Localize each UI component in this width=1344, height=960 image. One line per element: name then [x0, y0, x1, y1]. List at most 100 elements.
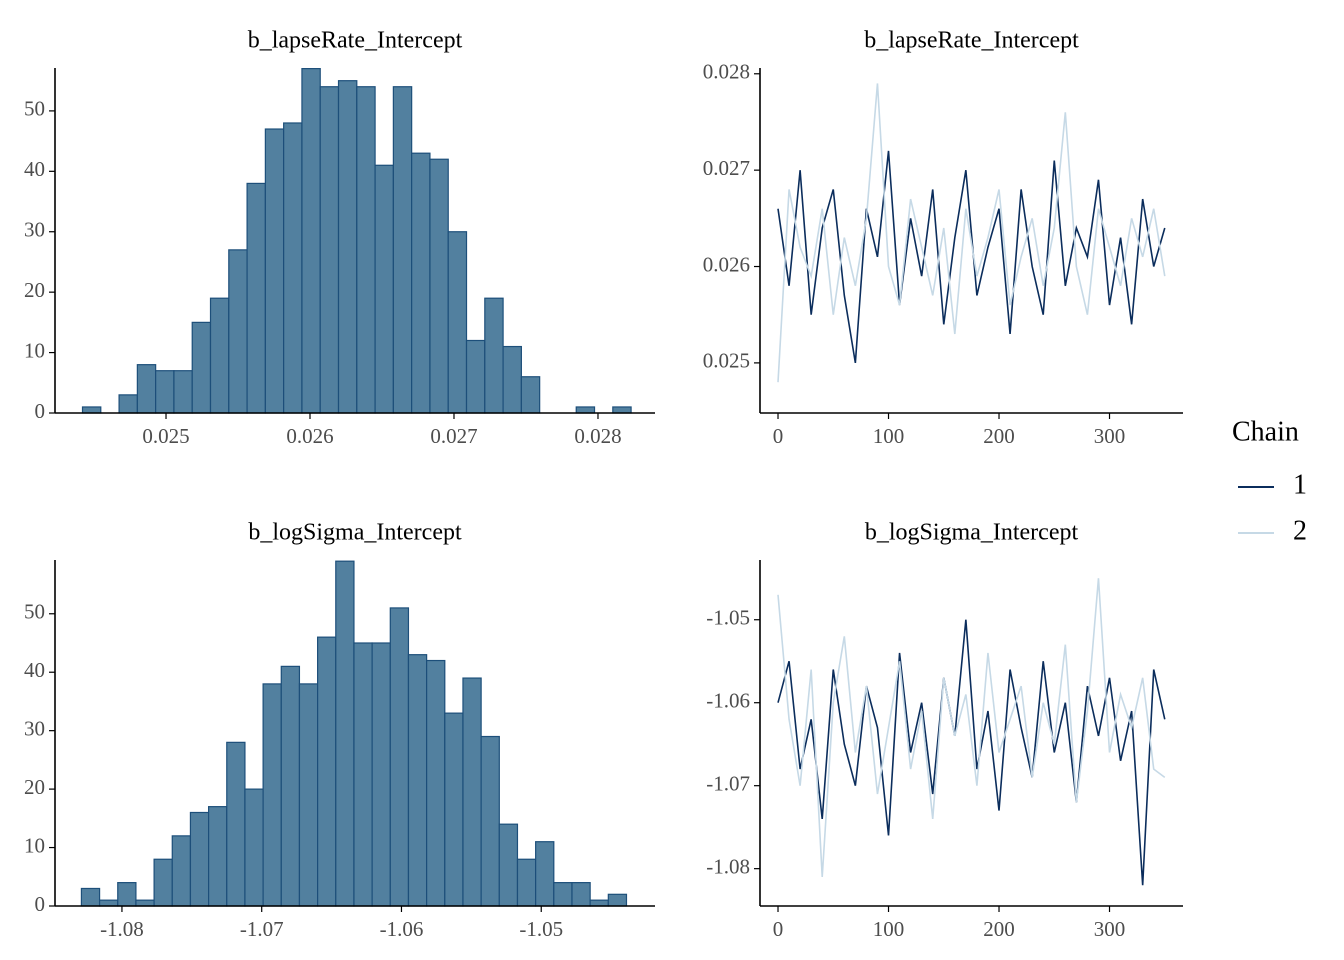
- y-tick-label: 10: [24, 833, 45, 857]
- panel-title: b_lapseRate_Intercept: [248, 28, 463, 54]
- histogram-bar: [317, 636, 337, 907]
- histogram-bar: [209, 297, 230, 414]
- x-tick-label: 300: [1094, 424, 1126, 448]
- histogram-bar: [411, 152, 431, 414]
- histogram-bar: [246, 182, 266, 414]
- y-tick-label: 0.025: [703, 349, 750, 373]
- x-tick-label: 0.028: [574, 424, 621, 448]
- histogram-bar: [502, 345, 522, 414]
- histogram-bar: [356, 86, 376, 414]
- y-tick-label: -1.07: [706, 772, 750, 796]
- histogram-bar: [520, 376, 541, 414]
- histogram-bar: [80, 887, 101, 907]
- histogram-bar: [516, 858, 537, 907]
- y-tick-label: -1.06: [706, 689, 750, 713]
- histogram-bar: [535, 841, 555, 907]
- y-tick-label: 50: [24, 600, 45, 624]
- trace-line: [777, 619, 1166, 886]
- y-tick-label: -1.08: [706, 854, 750, 878]
- histogram-bar: [155, 370, 175, 414]
- legend-label: 2: [1293, 515, 1307, 546]
- histogram-bar: [407, 654, 428, 907]
- panel-title: b_logSigma_Intercept: [248, 520, 462, 546]
- trace-line: [777, 83, 1166, 383]
- histogram-bar: [480, 735, 500, 907]
- x-tick-label: 200: [983, 424, 1015, 448]
- histogram-bar: [374, 164, 394, 414]
- histogram-bar: [389, 607, 410, 907]
- histogram-bar: [173, 370, 193, 414]
- histogram-bar: [228, 249, 248, 414]
- x-tick-label: 0.027: [430, 424, 477, 448]
- histogram-bar: [335, 560, 355, 907]
- y-tick-label: 50: [24, 97, 45, 121]
- legend-label: 1: [1293, 469, 1307, 500]
- histogram-bar: [575, 406, 596, 414]
- histogram-bar: [264, 128, 285, 414]
- x-tick-label: 200: [983, 917, 1015, 941]
- y-tick-label: 10: [24, 338, 45, 362]
- y-tick-label: 40: [24, 157, 45, 181]
- panel-title: b_lapseRate_Intercept: [864, 28, 1079, 54]
- trace-line: [777, 150, 1166, 364]
- y-tick-label: 0.026: [703, 252, 750, 276]
- y-tick-label: 0.027: [703, 156, 750, 180]
- y-tick-label: 0: [35, 399, 46, 423]
- histogram-bar: [429, 158, 449, 414]
- histogram-bar: [207, 806, 228, 907]
- x-tick-label: 0.025: [142, 424, 189, 448]
- histogram-bar: [426, 659, 446, 907]
- x-tick-label: -1.08: [100, 917, 144, 941]
- histogram-bar: [589, 899, 609, 907]
- y-tick-label: 0.028: [703, 60, 750, 84]
- y-tick-label: 0: [35, 892, 46, 916]
- histogram-bar: [280, 665, 301, 907]
- histogram-bar: [98, 899, 119, 907]
- histogram-bar: [371, 642, 391, 907]
- histogram-bar: [301, 68, 321, 414]
- histogram-bar: [392, 86, 413, 414]
- y-tick-label: 30: [24, 218, 45, 242]
- x-tick-label: 100: [873, 917, 905, 941]
- histogram-bar: [571, 882, 591, 907]
- histogram-bar: [444, 712, 464, 907]
- histogram-bar: [553, 882, 573, 907]
- histogram-bar: [81, 406, 102, 414]
- histogram-bar: [262, 683, 282, 907]
- x-tick-label: 300: [1094, 917, 1126, 941]
- trace-line: [777, 578, 1166, 878]
- x-tick-label: -1.06: [380, 917, 424, 941]
- panel-title: b_logSigma_Intercept: [865, 520, 1079, 546]
- x-tick-label: 0: [773, 917, 784, 941]
- y-tick-label: -1.05: [706, 606, 750, 630]
- histogram-bar: [612, 406, 632, 414]
- histogram-bar: [607, 893, 628, 907]
- x-tick-label: -1.05: [519, 917, 563, 941]
- legend-title: Chain: [1232, 416, 1299, 447]
- histogram-bar: [353, 642, 373, 907]
- y-tick-label: 20: [24, 775, 45, 799]
- histogram-bar: [484, 297, 504, 414]
- histogram-bar: [498, 823, 519, 907]
- histogram-bar: [337, 80, 358, 414]
- x-tick-label: -1.07: [240, 917, 284, 941]
- histogram-bar: [135, 899, 155, 907]
- histogram-bar: [462, 677, 482, 907]
- histogram-bar: [447, 231, 468, 414]
- histogram-bar: [153, 858, 173, 907]
- histogram-bar: [117, 882, 137, 907]
- histogram-bar: [191, 321, 212, 414]
- histogram-bar: [319, 86, 340, 414]
- histogram-bar: [465, 339, 486, 414]
- y-tick-label: 30: [24, 716, 45, 740]
- x-tick-label: 0.026: [286, 424, 333, 448]
- histogram-bar: [189, 811, 210, 907]
- histogram-bar: [283, 122, 303, 414]
- histogram-bar: [118, 394, 138, 414]
- histogram-bar: [171, 835, 192, 907]
- histogram-bar: [136, 364, 157, 414]
- y-tick-label: 20: [24, 278, 45, 302]
- y-tick-label: 40: [24, 658, 45, 682]
- histogram-bar: [226, 741, 246, 907]
